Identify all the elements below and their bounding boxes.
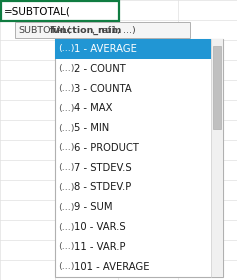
Text: =SUBTOTAL(: =SUBTOTAL( bbox=[4, 6, 71, 16]
Text: 1 - AVERAGE: 1 - AVERAGE bbox=[74, 44, 137, 54]
Text: SUBTOTAL(: SUBTOTAL( bbox=[18, 25, 71, 34]
Text: 11 - VAR.P: 11 - VAR.P bbox=[74, 242, 126, 252]
Text: function_num: function_num bbox=[50, 25, 122, 34]
Text: (...): (...) bbox=[58, 123, 74, 133]
Text: (...): (...) bbox=[58, 104, 74, 113]
Text: (...): (...) bbox=[58, 143, 74, 152]
Text: (...): (...) bbox=[58, 183, 74, 192]
Bar bbox=[15, 22, 190, 38]
Text: (...): (...) bbox=[58, 163, 74, 172]
Text: (...): (...) bbox=[58, 84, 74, 93]
Text: (...): (...) bbox=[58, 223, 74, 232]
Text: (...): (...) bbox=[58, 203, 74, 212]
Bar bbox=[55, 39, 211, 59]
Text: 101 - AVERAGE: 101 - AVERAGE bbox=[74, 262, 150, 272]
Bar bbox=[211, 39, 223, 277]
Bar bbox=[213, 46, 221, 129]
Text: , ref1, ...): , ref1, ...) bbox=[92, 25, 136, 34]
Text: (...): (...) bbox=[58, 242, 74, 251]
Text: 3 - COUNTA: 3 - COUNTA bbox=[74, 83, 132, 94]
Text: 5 - MIN: 5 - MIN bbox=[74, 123, 109, 133]
Text: (...): (...) bbox=[58, 45, 74, 53]
Text: 7 - STDEV.S: 7 - STDEV.S bbox=[74, 163, 132, 173]
Text: 9 - SUM: 9 - SUM bbox=[74, 202, 113, 212]
Text: 6 - PRODUCT: 6 - PRODUCT bbox=[74, 143, 139, 153]
Text: (...): (...) bbox=[58, 64, 74, 73]
Bar bbox=[55, 39, 223, 277]
Text: 10 - VAR.S: 10 - VAR.S bbox=[74, 222, 126, 232]
Text: 2 - COUNT: 2 - COUNT bbox=[74, 64, 126, 74]
Text: 8 - STDEV.P: 8 - STDEV.P bbox=[74, 183, 131, 193]
Bar bbox=[1, 1, 119, 21]
Text: 4 - MAX: 4 - MAX bbox=[74, 103, 113, 113]
Text: (...): (...) bbox=[58, 262, 74, 271]
